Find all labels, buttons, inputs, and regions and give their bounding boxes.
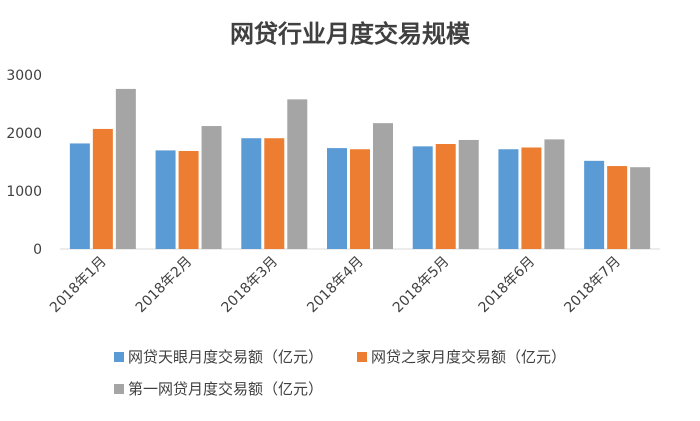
y-tick-label: 3000 xyxy=(6,68,42,84)
legend-label: 第一网贷月度交易额（亿元） xyxy=(128,380,323,398)
legend-swatch xyxy=(114,384,124,394)
y-tick-label: 1000 xyxy=(6,184,42,200)
bar xyxy=(287,99,308,249)
x-tick-label: 2018年6月 xyxy=(476,254,539,317)
y-tick-label: 2000 xyxy=(6,126,42,142)
bar xyxy=(155,150,176,249)
x-tick-label: 2018年1月 xyxy=(47,254,110,317)
x-tick-label: 2018年4月 xyxy=(304,254,367,317)
bar xyxy=(607,166,628,249)
bar xyxy=(201,126,222,249)
bar xyxy=(498,149,519,249)
bar xyxy=(630,167,651,249)
legend-swatch xyxy=(357,352,367,362)
bar xyxy=(327,148,347,249)
bar xyxy=(521,147,542,249)
bar xyxy=(412,146,433,249)
legend: 网贷天眼月度交易额（亿元） 网贷之家月度交易额（亿元） 第一网贷月度交易额（亿元） xyxy=(114,348,566,398)
chart-title: 网贷行业月度交易规模 xyxy=(230,20,471,48)
bar xyxy=(92,128,113,249)
x-tick-label: 2018年3月 xyxy=(219,254,282,317)
legend-label: 网贷之家月度交易额（亿元） xyxy=(371,348,566,366)
bar xyxy=(458,139,479,249)
x-axis: 2018年1月 2018年2月 2018年3月 2018年4月 2018年5月 2018年… xyxy=(47,248,660,317)
bar xyxy=(69,143,90,249)
bar xyxy=(178,150,199,249)
y-tick-label: 0 xyxy=(33,242,42,258)
x-tick-label: 2018年5月 xyxy=(390,254,453,317)
x-tick-label: 2018年7月 xyxy=(561,254,624,317)
bar xyxy=(241,138,262,249)
bar xyxy=(264,138,285,249)
legend-swatch xyxy=(114,352,124,362)
bars-group xyxy=(69,88,651,249)
legend-label: 网贷天眼月度交易额（亿元） xyxy=(128,348,323,366)
bar xyxy=(373,123,393,249)
bar xyxy=(350,149,370,249)
bar xyxy=(584,160,605,249)
bar xyxy=(115,88,136,249)
y-axis: 0 1000 2000 3000 xyxy=(6,68,42,258)
bar xyxy=(435,144,456,249)
x-tick-label: 2018年2月 xyxy=(133,254,196,317)
bar xyxy=(544,139,565,249)
